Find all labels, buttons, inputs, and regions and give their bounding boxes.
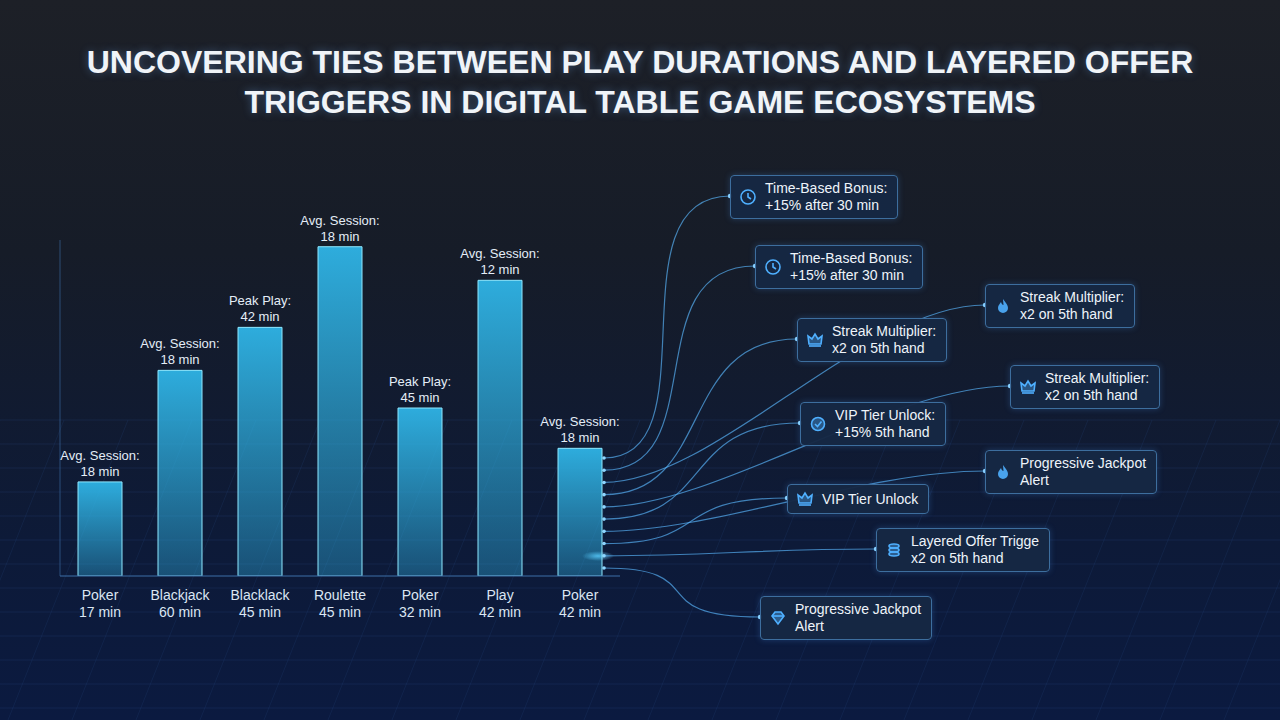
html-text:+15% after 30 min: +15% after 30 min <box>765 197 879 213</box>
html-text:+15% after 30 min: +15% after 30 min <box>790 267 904 283</box>
svg-text:Roulette45 min: Roulette45 min <box>314 587 366 620</box>
svg-text:Poker17 min: Poker17 min <box>79 587 121 620</box>
html-text:+15% 5th hand: +15% 5th hand <box>835 424 930 440</box>
svg-text:Play42 min: Play42 min <box>479 587 521 620</box>
svg-text:Blackjack60 min: Blackjack60 min <box>150 587 210 620</box>
svg-text:Poker32 min: Poker32 min <box>399 587 441 620</box>
html-text:Time-Based Bonus:: Time-Based Bonus: <box>765 180 888 196</box>
svg-text:Blacklack45 min: Blacklack45 min <box>230 587 290 620</box>
html-text:Streak Multiplier:: Streak Multiplier: <box>1045 370 1150 386</box>
svg-text:Avg. Session:18 min: Avg. Session:18 min <box>540 414 619 445</box>
svg-text:Avg. Session:18 min: Avg. Session:18 min <box>140 336 219 367</box>
html-text:VIP Tier Unlock: VIP Tier Unlock <box>822 490 919 507</box>
svg-text:Peak Play:45 min: Peak Play:45 min <box>389 374 451 405</box>
svg-text:Avg. Session:18 min: Avg. Session:18 min <box>60 448 139 479</box>
html-text:x2 on 5th hand: x2 on 5th hand <box>832 340 925 356</box>
html-text:Streak Multiplier:: Streak Multiplier: <box>1020 289 1125 305</box>
svg-text:Poker42 min: Poker42 min <box>559 587 601 620</box>
html-text:Alert: Alert <box>1020 472 1049 488</box>
svg-text:Avg. Session:12 min: Avg. Session:12 min <box>460 246 539 277</box>
html-text:x2 on 5th hand: x2 on 5th hand <box>911 550 1004 566</box>
html-text:VIP Tier Unlock:: VIP Tier Unlock: <box>835 407 936 423</box>
html-text:Progressive Jackpot: Progressive Jackpot <box>795 601 922 617</box>
html-text:x2 on 5th hand: x2 on 5th hand <box>1020 306 1113 322</box>
html-text:Streak Multiplier:: Streak Multiplier: <box>832 323 937 339</box>
html-text:UNCOVERING TIES BETWEEN PLAY D: UNCOVERING TIES BETWEEN PLAY DURATIONS A… <box>86 44 1194 120</box>
html-text:Time-Based Bonus:: Time-Based Bonus: <box>790 250 913 266</box>
html-text:Alert: Alert <box>795 618 824 634</box>
svg-text:Avg. Session:18 min: Avg. Session:18 min <box>300 213 379 244</box>
html-text:Layered Offer Trigge: Layered Offer Trigge <box>911 533 1040 549</box>
html-text:x2 on 5th hand: x2 on 5th hand <box>1045 387 1138 403</box>
html-text:Progressive Jackpot: Progressive Jackpot <box>1020 455 1147 471</box>
svg-text:Peak Play:42 min: Peak Play:42 min <box>229 293 291 324</box>
